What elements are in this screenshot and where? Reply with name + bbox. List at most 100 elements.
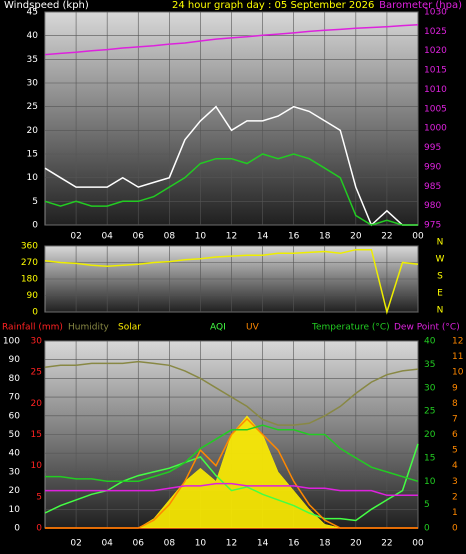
x-tick-label: 04 xyxy=(101,232,113,242)
x-tick-label: 14 xyxy=(257,539,269,549)
y4-tick-label: 8 xyxy=(452,399,458,409)
y3-tick-label: 20 xyxy=(31,399,43,409)
compass-label: E xyxy=(437,289,443,299)
x-tick-label: 02 xyxy=(70,232,81,242)
y2-tick-label: 40 xyxy=(424,337,436,347)
y-tick-label: 35 xyxy=(27,55,38,65)
x-tick-label: 18 xyxy=(319,539,331,549)
y-tick-label: 90 xyxy=(9,355,21,365)
y3-tick-label: 10 xyxy=(31,461,43,471)
y-tick-label: 0 xyxy=(32,221,38,231)
legend-label: Temperature (°C) xyxy=(311,323,390,333)
y-tick-label: 20 xyxy=(9,486,21,496)
y-tick-label: 360 xyxy=(21,242,38,252)
y-tick-label: 100 xyxy=(3,337,20,347)
y-tick-label: 80 xyxy=(9,374,21,384)
legend-label: UV xyxy=(246,323,260,333)
x-tick-label: 16 xyxy=(288,232,300,242)
series-line xyxy=(44,248,419,315)
x-tick-label: 00 xyxy=(412,539,424,549)
y2-tick-label: 1030 xyxy=(424,8,447,18)
x-tick-label: 02 xyxy=(70,539,81,549)
y4-tick-label: 9 xyxy=(452,383,458,393)
legend-label: Rainfall (mm) xyxy=(2,323,63,333)
y-tick-label: 270 xyxy=(21,258,38,268)
y4-tick-label: 3 xyxy=(452,477,458,487)
x-tick-label: 12 xyxy=(226,232,237,242)
y4-tick-label: 10 xyxy=(452,368,464,378)
y3-tick-label: 30 xyxy=(31,337,43,347)
y2-tick-label: 10 xyxy=(424,477,436,487)
y2-tick-label: 25 xyxy=(424,407,435,417)
series-line xyxy=(45,482,418,497)
y-tick-label: 70 xyxy=(9,393,21,403)
x-tick-label: 20 xyxy=(350,232,362,242)
compass-label: N xyxy=(437,306,444,316)
y-axis-title: Windspeed (kph) xyxy=(4,0,89,11)
y-tick-label: 0 xyxy=(32,308,38,318)
y2-tick-label: 1010 xyxy=(424,85,447,95)
y4-tick-label: 12 xyxy=(452,337,463,347)
y-tick-label: 15 xyxy=(27,150,38,160)
y4-tick-label: 11 xyxy=(452,352,463,362)
y4-tick-label: 5 xyxy=(452,446,458,456)
y-tick-label: 60 xyxy=(9,411,21,421)
legend-label: Dew Point (°C) xyxy=(394,323,460,333)
y-tick-label: 10 xyxy=(9,505,21,515)
y2-tick-label: 0 xyxy=(424,524,430,534)
y2-tick-label: 35 xyxy=(424,360,435,370)
x-tick-label: 04 xyxy=(101,539,113,549)
y-tick-label: 40 xyxy=(27,31,39,41)
x-tick-label: 08 xyxy=(164,539,176,549)
x-tick-label: 06 xyxy=(133,232,145,242)
y-tick-label: 0 xyxy=(14,524,20,534)
y2-tick-label: 1005 xyxy=(424,104,447,114)
y4-tick-label: 4 xyxy=(452,461,458,471)
y-tick-label: 40 xyxy=(9,449,21,459)
compass-label: W xyxy=(436,255,445,265)
compass-label: N xyxy=(437,238,444,248)
y2-tick-label: 20 xyxy=(424,430,436,440)
y2-axis-title: Barometer (hpa) xyxy=(379,0,462,11)
x-tick-label: 00 xyxy=(412,232,424,242)
x-tick-label: 06 xyxy=(133,539,145,549)
y-tick-label: 20 xyxy=(27,126,39,136)
y2-tick-label: 1015 xyxy=(424,66,447,76)
x-tick-label: 16 xyxy=(288,539,300,549)
y-tick-label: 5 xyxy=(32,197,38,207)
y2-tick-label: 30 xyxy=(424,383,436,393)
y-tick-label: 10 xyxy=(27,173,39,183)
series-line xyxy=(44,24,419,56)
chart-title: 24 hour graph day : 05 September 2026 xyxy=(172,0,374,11)
y2-tick-label: 1025 xyxy=(424,27,447,37)
series-line xyxy=(44,153,418,226)
x-tick-label: 10 xyxy=(195,232,207,242)
y2-tick-label: 1000 xyxy=(424,124,447,134)
legend-label: Solar xyxy=(118,323,141,333)
y2-tick-label: 15 xyxy=(424,453,435,463)
y2-tick-label: 975 xyxy=(424,221,441,231)
y3-tick-label: 5 xyxy=(36,492,42,502)
y-tick-label: 50 xyxy=(9,430,21,440)
legend-label: Humidity xyxy=(68,323,109,333)
x-tick-label: 18 xyxy=(319,232,331,242)
y-tick-label: 30 xyxy=(9,467,21,477)
y-tick-label: 45 xyxy=(27,8,38,18)
y-tick-label: 180 xyxy=(21,275,38,285)
y-tick-label: 90 xyxy=(27,291,39,301)
y4-tick-label: 2 xyxy=(452,492,458,502)
legend-label: AQI xyxy=(210,323,226,333)
series-line xyxy=(44,360,419,426)
y-tick-label: 25 xyxy=(27,102,38,112)
y4-tick-label: 1 xyxy=(452,508,458,518)
x-tick-label: 12 xyxy=(226,539,237,549)
y4-tick-label: 0 xyxy=(452,524,458,534)
compass-label: S xyxy=(437,272,443,282)
y2-tick-label: 985 xyxy=(424,182,441,192)
x-tick-label: 20 xyxy=(350,539,362,549)
series-line xyxy=(45,417,418,529)
y2-tick-label: 5 xyxy=(424,500,430,510)
y2-tick-label: 995 xyxy=(424,143,441,153)
series-line xyxy=(45,424,419,483)
